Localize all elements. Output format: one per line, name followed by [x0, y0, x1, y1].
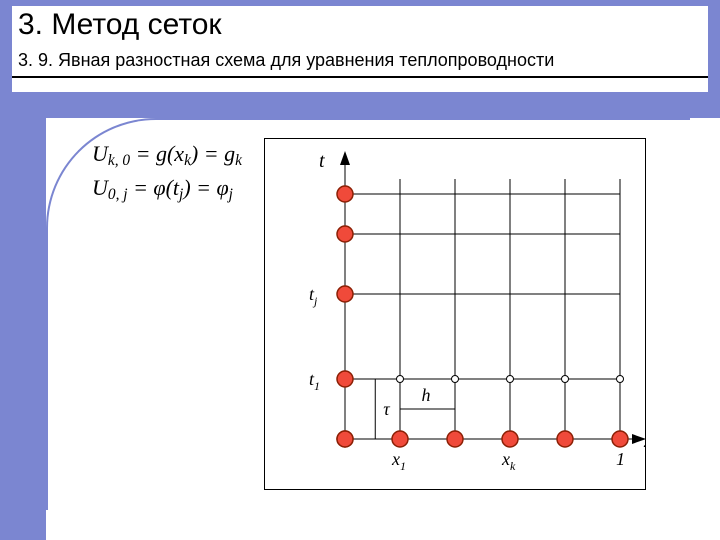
svg-text:t: t — [319, 150, 325, 172]
svg-text:x1: x1 — [391, 449, 406, 473]
side-band — [0, 118, 46, 540]
formula-block: Uk, 0 = g(xk) = gk U0, j = φ(tj) = φj — [92, 138, 242, 206]
slide-root: 3. Метод сеток 3. 9. Явная разностная сх… — [0, 0, 720, 540]
svg-text:1: 1 — [616, 449, 625, 469]
svg-text:x: x — [643, 430, 645, 452]
grid-svg: t x1 x1 xk t1 tj τ h — [265, 139, 645, 489]
grid-diagram: t x1 x1 xk t1 tj τ h — [264, 138, 646, 490]
title-card: 3. Метод сеток 3. 9. Явная разностная сх… — [12, 6, 708, 92]
svg-text:τ: τ — [383, 399, 390, 419]
svg-text:h: h — [422, 385, 431, 405]
formula-line-2: U0, j = φ(tj) = φj — [92, 172, 242, 206]
title-divider — [12, 76, 708, 78]
svg-text:t1: t1 — [309, 369, 320, 393]
title-main: 3. Метод сеток — [18, 8, 222, 42]
formula-line-1: Uk, 0 = g(xk) = gk — [92, 138, 242, 172]
title-subtitle: 3. 9. Явная разностная схема для уравнен… — [18, 50, 554, 71]
svg-text:tj: tj — [309, 284, 318, 308]
svg-text:xk: xk — [501, 449, 516, 473]
